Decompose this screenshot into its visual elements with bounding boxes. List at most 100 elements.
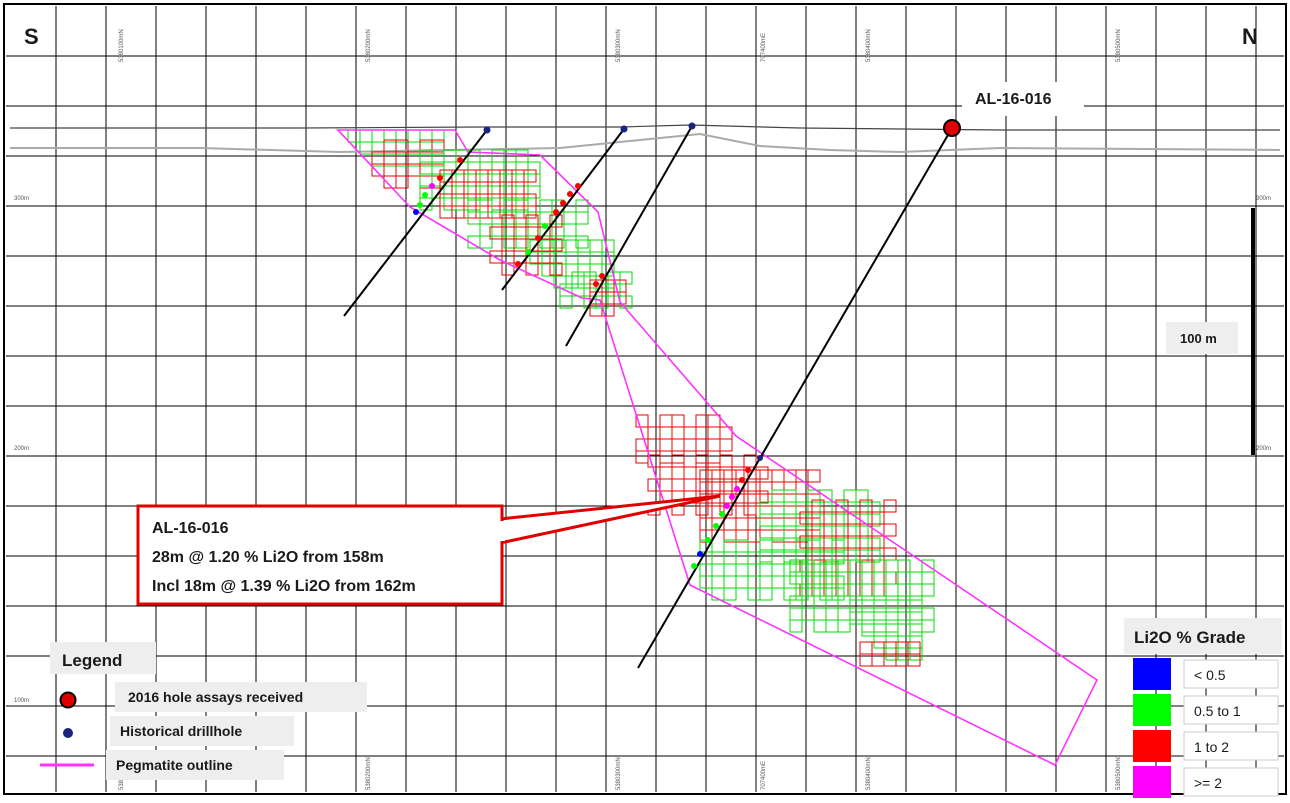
grade-legend: Li2O % Grade < 0.5 0.5 to 1 1 to 2 >= 2 (1124, 618, 1282, 798)
assay-cell (383, 151, 397, 165)
assay-cell (699, 575, 713, 589)
callout-hole-id: AL-16-016 (152, 520, 229, 537)
assay-cell (823, 511, 837, 525)
assay-intercept-mark (593, 281, 599, 287)
assay-intercept-mark (422, 192, 428, 198)
assay-intercept-mark (567, 191, 573, 197)
assay-cell (527, 223, 541, 237)
grade-label-box (1183, 695, 1279, 725)
assay-intercept-mark (413, 209, 419, 215)
historical-drillhole-trace (343, 129, 488, 317)
grade-label: < 0.5 (1194, 667, 1226, 683)
assay-cell (883, 499, 897, 513)
grade-swatch (1133, 658, 1171, 690)
legend: Legend 2016 hole assays received Histori… (40, 642, 367, 780)
assay-cell (831, 513, 845, 527)
assay-cell (885, 571, 899, 585)
assay-cell (795, 513, 809, 527)
hole-label: AL-16-016 (975, 91, 1052, 108)
assay-cell (525, 214, 539, 228)
assay-cell (813, 595, 827, 609)
assay-cell (771, 539, 785, 553)
hole-label-box (962, 82, 1084, 116)
assay-cell (755, 490, 769, 504)
assay-cell (575, 235, 589, 249)
assay-cells (347, 129, 935, 667)
assay-cell (819, 489, 833, 503)
assay-cell (683, 466, 697, 480)
assay-cell (743, 454, 757, 468)
assay-cell (873, 583, 887, 597)
assay-cell (771, 501, 785, 515)
assay-cell (563, 223, 577, 237)
assay-cell (897, 559, 911, 573)
assay-cell (419, 149, 433, 163)
legend-title: Legend (62, 651, 122, 670)
assay-cell (683, 438, 697, 452)
assay-cell (755, 466, 769, 480)
assay-cell (731, 466, 745, 480)
grade-swatch (1133, 766, 1171, 798)
legend-new-hole-symbol (59, 691, 77, 709)
callout-including: Incl 18m @ 1.39 % Li2O from 162m (152, 578, 416, 595)
assay-cell (515, 149, 529, 163)
assay-intercept-mark (729, 494, 735, 500)
assay-intercept-mark (575, 183, 581, 189)
elevation-label: 300m (1256, 196, 1271, 202)
assay-cell (711, 563, 725, 577)
northing-label: 5380100mN (119, 29, 125, 62)
assay-cell (747, 563, 761, 577)
northing-label: 5380200mN (366, 757, 372, 790)
assay-cell (723, 551, 737, 565)
assay-cell (671, 478, 685, 492)
assay-cell (847, 511, 861, 525)
south-label: S (24, 24, 39, 49)
historical-collar-dot (483, 126, 491, 134)
assay-intercept-marks (413, 157, 751, 569)
assay-cell (837, 571, 851, 585)
assay-cell (801, 607, 815, 621)
assay-cell (789, 571, 803, 585)
grade-label-box (1183, 659, 1279, 689)
assay-cell (549, 238, 563, 252)
assay-cell (671, 414, 685, 428)
assay-cell (501, 214, 515, 228)
assay-cell (647, 438, 661, 452)
assay-cell (807, 539, 821, 553)
assay-cell (695, 502, 709, 516)
assay-cell (467, 211, 481, 225)
assay-cell (907, 653, 921, 667)
historical-collar-dot (757, 455, 763, 461)
assay-intercept-mark (542, 223, 548, 229)
assay-cell (719, 478, 733, 492)
assay-cell (395, 175, 409, 189)
assay-cell (503, 161, 517, 175)
assay-cell (513, 226, 527, 240)
assay-cell (407, 163, 421, 177)
assay-cell (695, 478, 709, 492)
assay-cell (807, 469, 821, 483)
assay-intercept-mark (705, 537, 711, 543)
assay-intercept-mark (515, 261, 521, 267)
assay-cell (789, 619, 803, 633)
assay-cell (659, 426, 673, 440)
topography-line (10, 124, 1280, 131)
elevation-label: 200m (1256, 446, 1271, 452)
grade-label: 0.5 to 1 (1194, 703, 1241, 719)
assay-intercept-mark (724, 503, 730, 509)
assay-cell (859, 499, 873, 513)
assay-cell (503, 211, 517, 225)
assay-cell (523, 169, 537, 183)
grade-swatch (1133, 694, 1171, 726)
assay-intercept-mark (553, 209, 559, 215)
assay-cell (575, 211, 589, 225)
assay-cell (835, 523, 849, 537)
northing-label: 5380200mN (366, 29, 372, 62)
assay-cell (799, 535, 813, 549)
assay-cell (825, 583, 839, 597)
assay-intercept-mark (437, 175, 443, 181)
assay-intercept-mark (697, 551, 703, 557)
assay-cell (759, 551, 773, 565)
northing-label: 707400mE (761, 33, 767, 62)
assay-cell (601, 303, 615, 317)
